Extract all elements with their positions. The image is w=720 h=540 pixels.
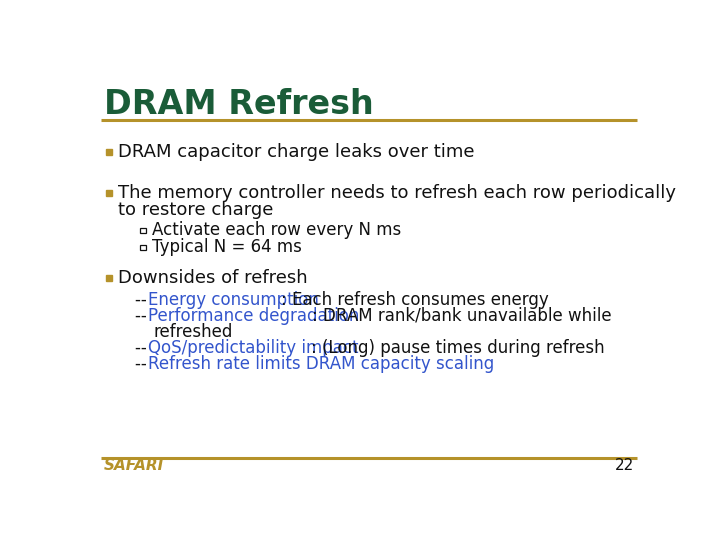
Text: --: -- [135,307,152,325]
Text: SAFARI: SAFARI [104,458,164,472]
Bar [140,245,145,250]
Text: Activate each row every N ms: Activate each row every N ms [152,221,401,239]
Text: QoS/predictability impact: QoS/predictability impact [148,339,359,357]
Text: Refresh rate limits DRAM capacity scaling: Refresh rate limits DRAM capacity scalin… [148,355,495,373]
Text: Energy consumption: Energy consumption [148,291,319,309]
Text: 22: 22 [615,458,634,472]
Text: --: -- [135,355,152,373]
Text: : DRAM rank/bank unavailable while: : DRAM rank/bank unavailable while [312,307,611,325]
Text: Performance degradation: Performance degradation [148,307,359,325]
Text: --: -- [135,291,152,309]
Text: to restore charge: to restore charge [118,201,274,219]
Text: DRAM Refresh: DRAM Refresh [104,88,374,121]
Bar [140,228,145,233]
Bar [106,275,112,281]
Text: --: -- [135,339,152,357]
Bar [106,190,112,197]
Text: refreshed: refreshed [153,323,233,341]
Text: DRAM capacitor charge leaks over time: DRAM capacitor charge leaks over time [118,143,474,161]
Text: The memory controller needs to refresh each row periodically: The memory controller needs to refresh e… [118,184,676,202]
Text: : (Long) pause times during refresh: : (Long) pause times during refresh [311,339,605,357]
Text: Downsides of refresh: Downsides of refresh [118,269,307,287]
Text: Typical N = 64 ms: Typical N = 64 ms [152,238,302,256]
Text: : Each refresh consumes energy: : Each refresh consumes energy [281,291,549,309]
Bar [106,148,112,155]
